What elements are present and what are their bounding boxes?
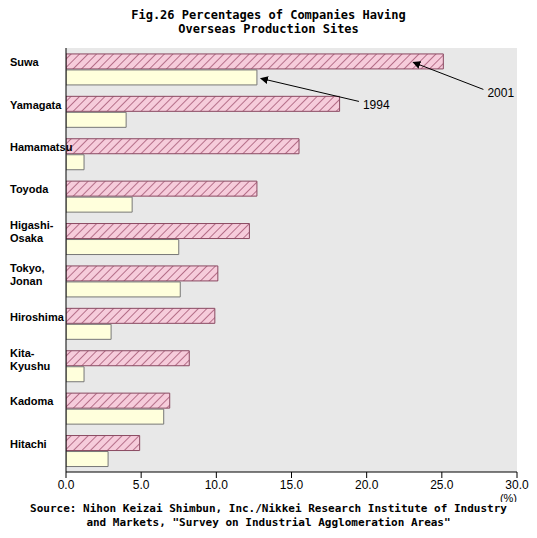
svg-text:5.0: 5.0 (133, 478, 150, 492)
svg-text:Suwa: Suwa (10, 56, 40, 68)
svg-text:0.0: 0.0 (58, 478, 75, 492)
svg-text:1994: 1994 (363, 98, 390, 112)
svg-text:Kita-Kyushu: Kita-Kyushu (10, 346, 50, 371)
svg-text:Hiroshima: Hiroshima (10, 311, 65, 323)
svg-text:25.0: 25.0 (430, 478, 454, 492)
svg-text:Tokyo,Jonan: Tokyo,Jonan (10, 262, 45, 287)
svg-text:20.0: 20.0 (355, 478, 379, 492)
html-text:Source: Nihon Keizai Shimbun,: Source: Nihon Keizai Shimbun, Inc./Nikke… (30, 502, 507, 529)
svg-text:Hamamatsu: Hamamatsu (10, 141, 72, 153)
svg-text:Hitachi: Hitachi (10, 438, 47, 450)
svg-text:2001: 2001 (487, 86, 514, 100)
svg-text:10.0: 10.0 (205, 478, 229, 492)
svg-text:(%): (%) (500, 492, 517, 502)
svg-text:15.0: 15.0 (280, 478, 304, 492)
svg-text:Kadoma: Kadoma (10, 395, 54, 407)
html-text:Fig.26 Percentages of Companie: Fig.26 Percentages of Companies Having O… (131, 8, 406, 36)
svg-text:Yamagata: Yamagata (10, 99, 62, 111)
svg-text:Higashi-Osaka: Higashi-Osaka (10, 219, 54, 244)
svg-text:Toyoda: Toyoda (10, 183, 49, 195)
svg-text:30.0: 30.0 (505, 478, 529, 492)
